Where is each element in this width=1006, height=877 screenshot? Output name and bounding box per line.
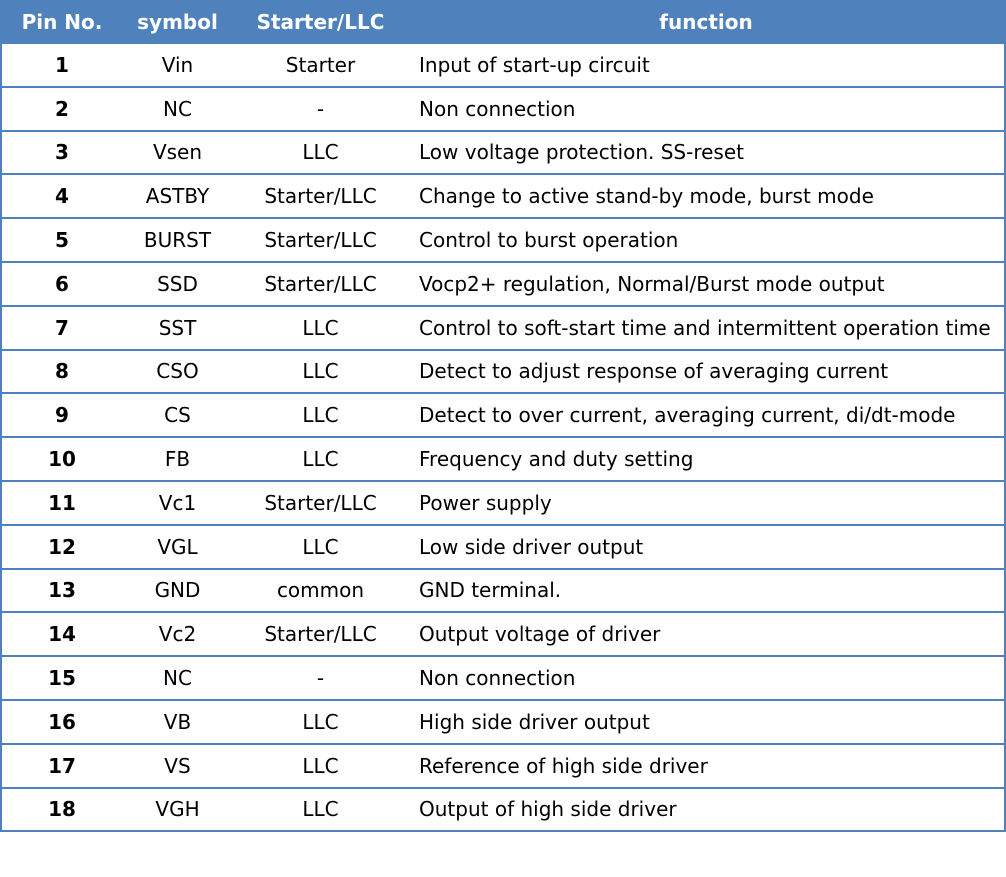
pin-number-cell: 15 — [48, 666, 76, 691]
symbol-cell: SST — [158, 315, 197, 340]
header-symbol: symbol — [137, 10, 218, 34]
function-cell: Vocp2+ regulation, Normal/Burst mode out… — [419, 271, 885, 296]
starter-llc-cell: Starter/LLC — [264, 228, 377, 253]
symbol-cell: Vin — [161, 52, 194, 77]
starter-llc-cell: - — [316, 96, 325, 121]
pin-number-cell: 4 — [55, 184, 69, 209]
symbol-cell: VGH — [155, 797, 200, 822]
function-cell: Detect to adjust response of averaging c… — [419, 359, 889, 384]
table-row: 3 Vsen LLC Low voltage protection. SS-reset — [0, 131, 1006, 176]
function-cell: Power supply — [419, 490, 552, 515]
table-row: 13 GND common GND terminal. — [0, 569, 1006, 614]
function-cell: Change to active stand-by mode, burst mo… — [419, 184, 874, 209]
function-cell: High side driver output — [419, 709, 650, 734]
table-row: 7 SST LLC Control to soft-start time and in… — [0, 306, 1006, 351]
pin-number-cell: 7 — [55, 315, 69, 340]
symbol-cell: ASTBY — [145, 184, 210, 209]
pin-number-cell: 1 — [55, 52, 69, 77]
table-row: 6 SSD Starter/LLC Vocp2+ regulation, Normal… — [0, 262, 1006, 307]
function-cell: Control to burst operation — [419, 228, 679, 253]
table-row: 8 CSO LLC Detect to adjust response of aver… — [0, 350, 1006, 395]
table-row: 16 VB LLC High side driver output — [0, 700, 1006, 745]
table-row: 17 VS LLC Reference of high side driver — [0, 744, 1006, 789]
function-cell: Input of start-up circuit — [419, 52, 650, 77]
symbol-cell: CSO — [156, 359, 199, 384]
pin-number-cell: 8 — [55, 359, 69, 384]
table-row: 18 VGH LLC Output of high side driver — [0, 788, 1006, 833]
pin-number-cell: 2 — [55, 96, 69, 121]
function-cell: Non connection — [419, 96, 576, 121]
table-row: 15 NC - Non connection — [0, 657, 1006, 701]
table-row: 1 Vin Starter Input of start-up circuit — [0, 44, 1006, 88]
starter-llc-cell: LLC — [302, 140, 339, 165]
function-cell: Detect to over current, averaging curren… — [419, 403, 956, 428]
table-row: 2 NC - Non connection — [0, 87, 1006, 132]
symbol-cell: NC — [163, 96, 192, 121]
function-cell: Non connection — [419, 666, 576, 691]
pin-description-table: Pin No. symbol Starter/LLC function 1 Vin… — [0, 0, 1006, 833]
starter-llc-cell: Starter/LLC — [264, 271, 377, 296]
symbol-cell: Vc1 — [158, 490, 197, 515]
symbol-cell: SSD — [157, 271, 198, 296]
pin-number-cell: 6 — [55, 271, 69, 296]
function-cell: Frequency and duty setting — [419, 447, 694, 472]
symbol-cell: NC — [163, 666, 192, 691]
symbol-cell: CS — [164, 403, 191, 428]
starter-llc-cell: - — [316, 666, 325, 691]
symbol-cell: VS — [164, 753, 191, 778]
starter-llc-cell: Starter/LLC — [264, 184, 377, 209]
starter-llc-cell: LLC — [302, 447, 339, 472]
table-row: 12 VGL LLC Low side driver output — [0, 525, 1006, 570]
starter-llc-cell: Starter/LLC — [264, 622, 377, 647]
pin-number-cell: 11 — [48, 490, 76, 515]
header-starter-llc: Starter/LLC — [256, 10, 385, 34]
symbol-cell: Vc2 — [158, 622, 197, 647]
symbol-cell: FB — [164, 447, 191, 472]
function-cell: GND terminal. — [419, 578, 562, 603]
starter-llc-cell: LLC — [302, 709, 339, 734]
table-row: 5 BURST Starter/LLC Control to burst operat… — [0, 219, 1006, 263]
function-cell: Output of high side driver — [419, 797, 677, 822]
pin-number-cell: 10 — [48, 447, 76, 472]
table-row: 10 FB LLC Frequency and duty setting — [0, 438, 1006, 482]
function-cell: Output voltage of driver — [419, 622, 661, 647]
starter-llc-cell: Starter/LLC — [264, 490, 377, 515]
symbol-cell: BURST — [143, 228, 212, 253]
pin-number-cell: 12 — [48, 534, 76, 559]
header-pin-number: Pin No. — [21, 10, 103, 34]
symbol-cell: VGL — [157, 534, 198, 559]
function-cell: Reference of high side driver — [419, 753, 708, 778]
pin-number-cell: 5 — [55, 228, 69, 253]
header-function: function — [659, 10, 753, 34]
table-row: 4 ASTBY Starter/LLC Change to active stand-… — [0, 175, 1006, 220]
starter-llc-cell: LLC — [302, 359, 339, 384]
symbol-cell: GND — [154, 578, 201, 603]
table-body: 1 Vin Starter Input of start-up circuit 2 NC -… — [0, 44, 1006, 833]
starter-llc-cell: LLC — [302, 534, 339, 559]
pin-number-cell: 14 — [48, 622, 76, 647]
table-header-row: Pin No. symbol Starter/LLC function — [0, 0, 1006, 44]
starter-llc-cell: LLC — [302, 797, 339, 822]
pin-number-cell: 16 — [48, 709, 76, 734]
table-row: 9 CS LLC Detect to over current, averaging … — [0, 394, 1006, 439]
starter-llc-cell: LLC — [302, 315, 339, 340]
table-row: 11 Vc1 Starter/LLC Power supply — [0, 481, 1006, 526]
starter-llc-cell: Starter — [285, 52, 356, 77]
pin-number-cell: 9 — [55, 403, 69, 428]
symbol-cell: Vsen — [152, 140, 203, 165]
table-row: 14 Vc2 Starter/LLC Output voltage of driver — [0, 613, 1006, 658]
function-cell: Low side driver output — [419, 534, 644, 559]
starter-llc-cell: LLC — [302, 403, 339, 428]
starter-llc-cell: LLC — [302, 753, 339, 778]
pin-number-cell: 13 — [48, 578, 76, 603]
pin-number-cell: 18 — [48, 797, 76, 822]
function-cell: Control to soft-start time and intermitt… — [419, 315, 991, 340]
symbol-cell: VB — [163, 709, 192, 734]
pin-number-cell: 17 — [48, 753, 76, 778]
starter-llc-cell: common — [276, 578, 365, 603]
pin-number-cell: 3 — [55, 140, 69, 165]
function-cell: Low voltage protection. SS-reset — [419, 140, 744, 165]
